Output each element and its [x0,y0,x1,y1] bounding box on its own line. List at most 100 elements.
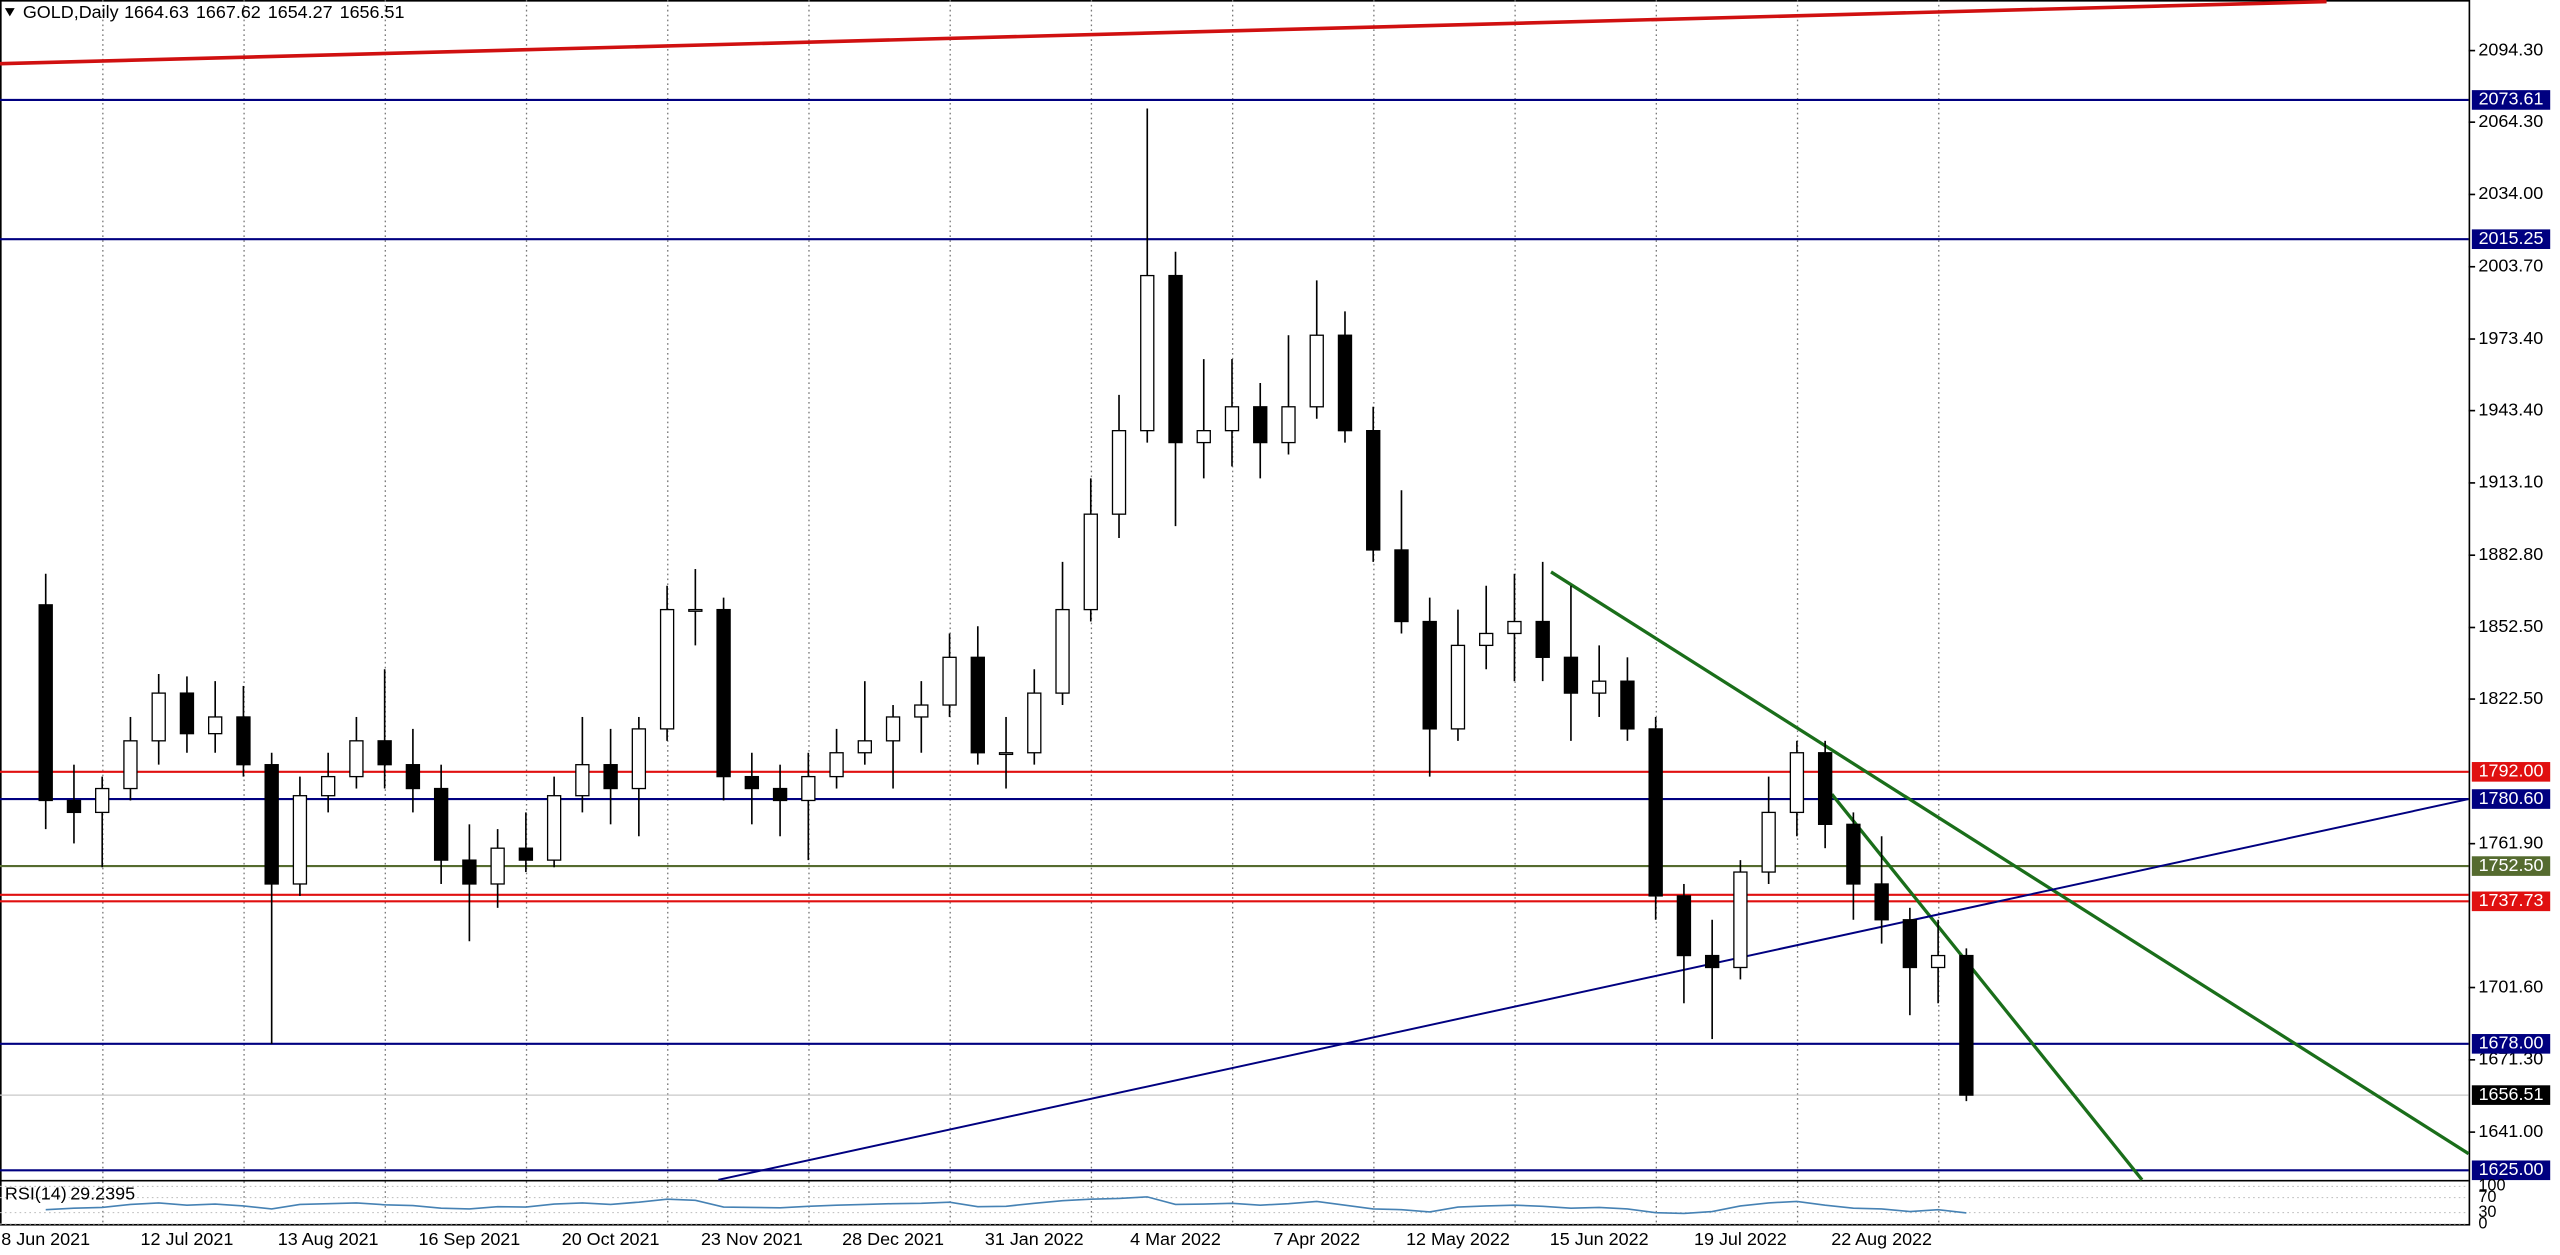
candle-body [405,764,421,790]
level-label: 1792.00 [2479,761,2544,781]
x-tick-label: 13 Aug 2021 [278,1229,379,1249]
candle-body [1507,620,1522,635]
candle-body [885,716,901,742]
current-price-label: 1656.51 [2479,1084,2544,1104]
candle-body [1366,430,1381,551]
level-label-box [2471,229,2551,249]
rsi-tick-label: 30 [2478,1203,2496,1221]
candle-body [801,775,816,802]
x-tick-label: 31 Jan 2022 [985,1229,1084,1249]
candle-body [1563,656,1579,694]
candle-body [546,795,562,861]
candle-body [659,608,675,730]
candle-body [490,847,505,885]
candle-body [1055,608,1070,694]
candle-body [914,704,929,718]
candle-body [1930,954,1946,969]
x-tick-label: 12 May 2022 [1406,1229,1510,1249]
x-tick-label: 16 Sep 2021 [418,1229,520,1249]
candle-body [1761,811,1776,873]
level-label: 1752.50 [2479,855,2544,875]
candle-body [1422,620,1437,730]
y-tick-label: 2094.30 [2478,39,2543,59]
candle-body [1253,406,1268,444]
candle-body [151,692,166,742]
level-label-box [2471,762,2551,782]
candle-body [123,740,138,790]
level-label-box [2471,1034,2551,1054]
rsi-name: RSI(14) [5,1183,67,1203]
chart-title: GOLD,Daily [23,2,119,22]
level-label: 2015.25 [2479,228,2544,248]
x-tick-label: 7 Apr 2022 [1273,1229,1360,1249]
candle-body [349,740,364,778]
candle-body [688,608,703,612]
x-tick-label: 23 Nov 2021 [701,1229,803,1249]
y-tick-label: 1852.50 [2478,616,2543,636]
level-label-box [2471,90,2551,110]
candle-body [236,716,251,766]
trendline [1550,570,2470,1156]
candle-body [1479,632,1494,647]
grid [102,0,1940,1226]
candle-body [377,740,392,766]
price-axis: 2094.30 2064.30 2034.00 2003.70 1973.40 1943.… [2468,39,2551,1181]
candle-body [433,787,449,861]
header-high: 1667.62 [196,2,261,22]
level-label: 1780.60 [2479,788,2544,808]
candle-body [320,775,336,797]
plot-frame [0,0,2471,1226]
candle-body [575,764,590,797]
candle-body [1902,919,1918,969]
header-open: 1664.63 [124,2,189,22]
candle-body [1168,274,1183,444]
candle-body [1592,680,1607,694]
candle-body [631,728,647,790]
candle-body [264,764,279,885]
candle-body [716,608,731,778]
level-label: 1678.00 [2479,1033,2544,1053]
y-tick-label: 1882.80 [2478,544,2543,564]
level-label-box [2471,1160,2551,1181]
candle-body [1817,752,1833,825]
x-tick-label: 19 Jul 2022 [1694,1229,1787,1249]
level-label: 1625.00 [2479,1159,2544,1179]
y-tick-label: 1973.40 [2478,328,2543,348]
candle-body [462,859,477,885]
menu-arrow[interactable] [4,8,15,17]
x-tick-label: 8 Jun 2021 [1,1229,90,1249]
trendline [0,0,2327,66]
candle-body [1111,430,1127,515]
candle-body [292,795,308,885]
candle-body [1676,895,1692,957]
rsi-tick-label: 70 [2478,1188,2496,1206]
y-tick-label: 2034.00 [2478,183,2543,203]
candle-body [772,787,788,802]
candle-body [1959,954,1974,1096]
candle-body [518,847,534,861]
candle-body [998,752,1014,756]
level-label-box [2471,891,2551,912]
x-tick-label: 4 Mar 2022 [1130,1229,1221,1249]
candle-body [66,799,82,814]
candle-body [1027,692,1042,754]
candle-body [1874,883,1889,921]
level-label: 1737.73 [2479,890,2544,910]
current-price-box [2471,1085,2551,1105]
candle-body [603,764,618,790]
candle-body [1337,334,1353,432]
y-tick-label: 1913.10 [2478,472,2543,492]
rsi-tick-label: 0 [2478,1214,2487,1232]
trendline [718,798,2469,1181]
x-tick-label: 15 Jun 2022 [1550,1229,1649,1249]
candle-body [1846,823,1861,885]
rsi-line [45,1196,1967,1215]
y-tick-label: 1943.40 [2478,399,2543,419]
level-label: 2073.61 [2479,89,2544,109]
candle-body [970,656,985,754]
header-close: 1656.51 [340,2,405,22]
y-tick-label: 1822.50 [2478,688,2543,708]
candle-body [1394,549,1409,623]
candle-body [857,740,873,754]
